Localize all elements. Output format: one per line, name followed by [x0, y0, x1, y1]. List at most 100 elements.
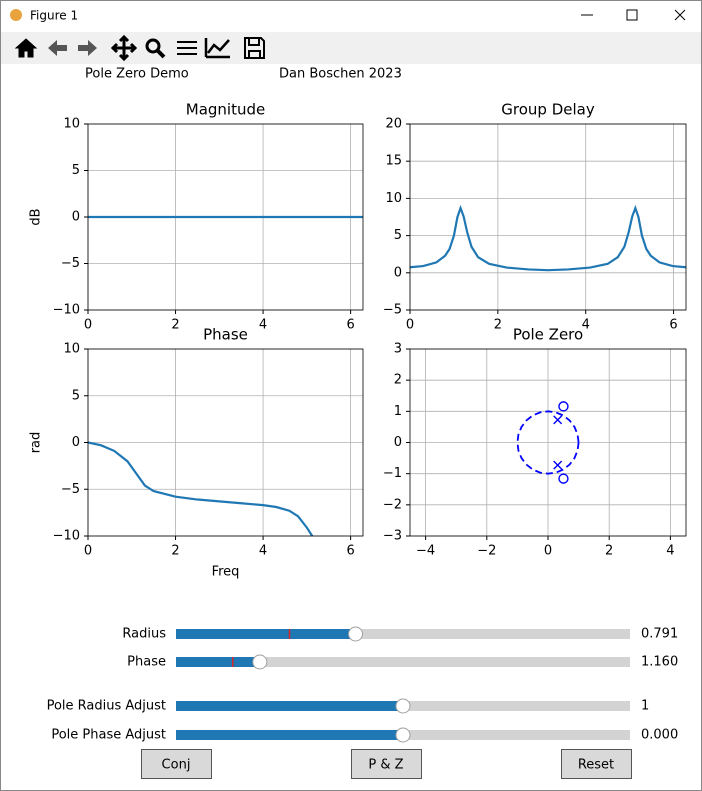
y-tick-label: −10 — [53, 529, 80, 544]
x-tick-label: 4 — [259, 318, 267, 333]
chart-title: Pole Zero — [513, 326, 583, 344]
pan-button[interactable] — [110, 34, 138, 62]
y-tick-label: −5 — [61, 256, 80, 271]
y-tick-label: −3 — [383, 529, 402, 544]
slider-label: Phase — [127, 655, 166, 670]
slider-label: Pole Phase Adjust — [51, 728, 166, 743]
x-tick-label: 6 — [669, 318, 677, 333]
slider-value: 1.160 — [641, 655, 678, 670]
y-tick-label: 0 — [394, 265, 402, 280]
y-tick-label: 20 — [385, 117, 402, 132]
y-tick-label: 5 — [72, 163, 80, 178]
x-tick-label: −2 — [477, 544, 496, 559]
button-label[interactable]: Conj — [162, 758, 191, 773]
x-tick-label: 2 — [605, 544, 613, 559]
button-box[interactable] — [351, 749, 422, 779]
title-bar: Figure 1 — [10, 9, 686, 23]
x-tick-label: −4 — [416, 544, 435, 559]
app-icon — [10, 9, 22, 21]
x-tick-label: 2 — [171, 318, 179, 333]
button-box[interactable] — [141, 749, 212, 779]
y-tick-label: 0 — [72, 210, 80, 225]
slider-handle[interactable] — [395, 698, 411, 714]
y-tick-label: 0 — [72, 435, 80, 450]
slider[interactable]: Pole Radius Adjust 1 — [47, 698, 650, 714]
x-tick-label: 4 — [666, 544, 674, 559]
y-axis-label: rad — [29, 432, 44, 454]
y-tick-label: −5 — [383, 303, 402, 318]
slider[interactable]: Pole Phase Adjust 0.000 — [51, 727, 678, 743]
axes: −4 −2 0 2 4 −3 −2 −1 0 1 2 3 Pole Zero — [383, 326, 687, 559]
zero-marker — [558, 401, 569, 412]
button[interactable]: P & Z — [351, 749, 422, 779]
axes-frame — [409, 123, 687, 311]
window-title: Figure 1 — [30, 9, 78, 23]
slider-value: 1 — [641, 699, 649, 714]
plot-area — [410, 204, 686, 272]
slider-fill — [176, 657, 260, 667]
slider-fill — [176, 701, 403, 711]
y-tick-label: 10 — [63, 117, 80, 132]
pole-marker — [553, 415, 563, 425]
y-tick-label: 3 — [394, 342, 402, 357]
slider-handle[interactable] — [348, 626, 364, 642]
y-tick-label: 0 — [394, 435, 402, 450]
button-label[interactable]: P & Z — [368, 758, 403, 773]
forward-button[interactable] — [78, 40, 97, 56]
y-tick-label: 10 — [385, 191, 402, 206]
back-button[interactable] — [48, 40, 67, 56]
button[interactable]: Conj — [141, 749, 212, 779]
toolbar-icons — [14, 34, 265, 62]
maximize-button[interactable] — [626, 9, 638, 21]
chart-title: Magnitude — [186, 101, 265, 119]
slider-value: 0.791 — [641, 627, 678, 642]
zero-marker — [558, 473, 569, 484]
y-tick-label: 2 — [394, 373, 402, 388]
button-label[interactable]: Reset — [578, 758, 614, 773]
x-tick-label: 0 — [84, 544, 92, 559]
axes-frame — [87, 348, 364, 537]
x-tick-label: 0 — [544, 544, 552, 559]
x-tick-label: 2 — [171, 544, 179, 559]
button-box[interactable] — [561, 749, 632, 779]
x-tick-label: 0 — [406, 318, 414, 333]
y-tick-label: 10 — [63, 342, 80, 357]
slider-handle[interactable] — [395, 727, 411, 743]
chart-title: Group Delay — [501, 101, 595, 119]
y-tick-label: 15 — [385, 154, 402, 169]
axes: 0 2 4 6 −10 −5 0 5 10 Phase Freq rad — [29, 326, 364, 580]
y-tick-label: −2 — [383, 497, 402, 512]
y-tick-label: 5 — [72, 388, 80, 403]
y-tick-label: 5 — [394, 228, 402, 243]
close-button[interactable] — [674, 9, 686, 21]
x-tick-label: 4 — [259, 544, 267, 559]
button[interactable]: Reset — [561, 749, 632, 779]
x-axis-label: Freq — [212, 565, 240, 580]
y-tick-label: 1 — [394, 404, 402, 419]
home-button[interactable] — [14, 38, 38, 58]
line — [88, 441, 314, 536]
slider[interactable]: Radius 0.791 — [122, 626, 678, 642]
save-button[interactable] — [244, 37, 265, 59]
x-tick-label: 2 — [494, 318, 502, 333]
y-tick-label: −1 — [383, 466, 402, 481]
slider-label: Radius — [122, 627, 166, 642]
axes-button[interactable] — [204, 38, 230, 59]
zoom-button[interactable] — [145, 38, 166, 59]
y-tick-label: −10 — [53, 303, 80, 318]
chart-title: Phase — [203, 326, 248, 344]
slider[interactable]: Phase 1.160 — [127, 654, 678, 670]
plot-area — [88, 441, 314, 536]
slider-fill — [176, 629, 356, 639]
slider-track — [176, 629, 630, 639]
axes-frame — [87, 123, 364, 311]
plot-area — [516, 401, 580, 484]
configure-button[interactable] — [177, 41, 197, 55]
header-left: Pole Zero Demo — [85, 67, 189, 82]
x-tick-label: 6 — [346, 318, 354, 333]
header-right: Dan Boschen 2023 — [279, 67, 402, 82]
slider-handle[interactable] — [252, 654, 268, 670]
slider-label: Pole Radius Adjust — [47, 699, 166, 714]
slider-fill — [176, 730, 403, 740]
